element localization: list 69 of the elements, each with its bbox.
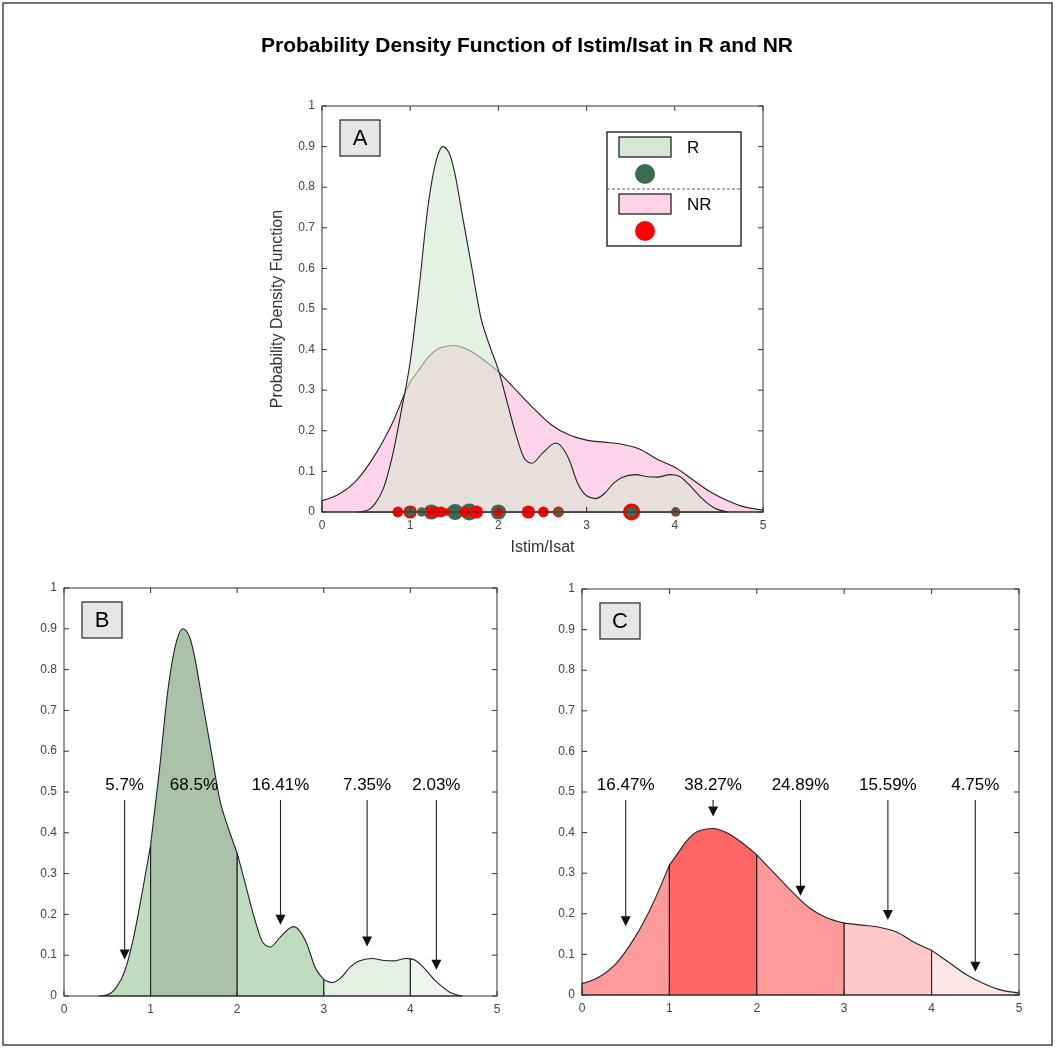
x-tick-label: 5	[493, 1002, 501, 1016]
annotation: C	[612, 607, 629, 633]
x-tick-label: 4	[671, 518, 679, 532]
x-tick-label: 3	[583, 518, 591, 532]
y-tick-label: 0.5	[558, 784, 576, 799]
y-tick-label: 0.1	[40, 947, 58, 962]
y-tick-label: 0.9	[558, 621, 576, 636]
y-tick-label: 0.8	[298, 179, 316, 194]
x-tick-label: 1	[406, 518, 414, 532]
annotation: B	[94, 606, 110, 632]
y-tick-label: 0.2	[298, 422, 316, 437]
x-tick-label: 0	[578, 1001, 586, 1015]
x-tick-label: 3	[840, 1001, 848, 1015]
y-tick-label: 0.7	[298, 219, 316, 234]
y-tick-label: 0.4	[558, 824, 576, 839]
annotation: 68.5%	[169, 775, 218, 795]
annotation: 15.59%	[859, 775, 917, 795]
y-tick-label: 0.3	[40, 865, 58, 880]
annotation: 38.27%	[684, 775, 742, 795]
x-tick-label: 1	[147, 1002, 155, 1016]
y-tick-label: 0.3	[298, 382, 316, 397]
y-tick-label: 0.2	[558, 905, 576, 920]
x-tick-label: 3	[320, 1002, 328, 1016]
x-tick-label: 5	[759, 518, 767, 532]
annotation: A	[352, 124, 368, 150]
y-tick-label: 0.8	[558, 662, 576, 677]
x-tick-label: 5	[1015, 1001, 1023, 1015]
y-tick-label: 0.7	[40, 702, 58, 717]
y-tick-label: 0.6	[298, 260, 316, 275]
y-tick-label: 0.1	[298, 463, 316, 478]
x-tick-label: 1	[666, 1001, 674, 1015]
y-tick-label: 0	[50, 988, 58, 1003]
x-tick-label: 4	[407, 1002, 415, 1016]
y-tick-label: 0	[308, 504, 316, 519]
annotation: 4.75%	[951, 775, 1000, 795]
annotation: 5.7%	[105, 775, 144, 795]
x-tick-label: 2	[233, 1002, 241, 1016]
x-tick-label: 2	[753, 1001, 761, 1015]
x-axis-title: Istim/Isat	[510, 538, 576, 555]
x-tick-label: 0	[60, 1002, 68, 1016]
y-tick-label: 0.6	[40, 743, 58, 758]
y-tick-label: 0.5	[40, 784, 58, 799]
x-tick-label: 4	[928, 1001, 936, 1015]
y-axis-title: Probability Density Function	[268, 209, 285, 409]
x-tick-label: 2	[495, 518, 503, 532]
y-tick-label: 0.4	[40, 824, 58, 839]
y-tick-label: 0.5	[298, 301, 316, 316]
y-tick-label: 0.9	[40, 620, 58, 635]
annotation: 2.03%	[412, 775, 461, 795]
annotation: 24.89%	[771, 775, 830, 795]
y-tick-label: 0.1	[558, 946, 576, 961]
legend-label: NR	[687, 195, 712, 215]
y-tick-label: 0.9	[298, 138, 316, 153]
legend-label: R	[687, 138, 700, 158]
y-tick-label: 1	[50, 580, 58, 595]
y-tick-label: 1	[568, 581, 576, 596]
annotation: 7.35%	[343, 775, 392, 795]
y-tick-label: 0.8	[40, 661, 58, 676]
chart-title: Probability Density Function of Istim/Isat in R and NR	[260, 33, 794, 56]
y-tick-label: 0.2	[40, 906, 58, 921]
y-tick-label: 1	[308, 98, 316, 113]
y-tick-label: 0.3	[558, 865, 576, 880]
annotation: 16.41%	[251, 775, 310, 795]
y-tick-label: 0	[568, 987, 576, 1002]
annotation: 16.47%	[596, 775, 655, 795]
y-tick-label: 0.7	[558, 702, 576, 717]
y-tick-label: 0.6	[558, 743, 576, 758]
x-tick-label: 0	[318, 518, 326, 532]
y-tick-label: 0.4	[298, 341, 316, 356]
